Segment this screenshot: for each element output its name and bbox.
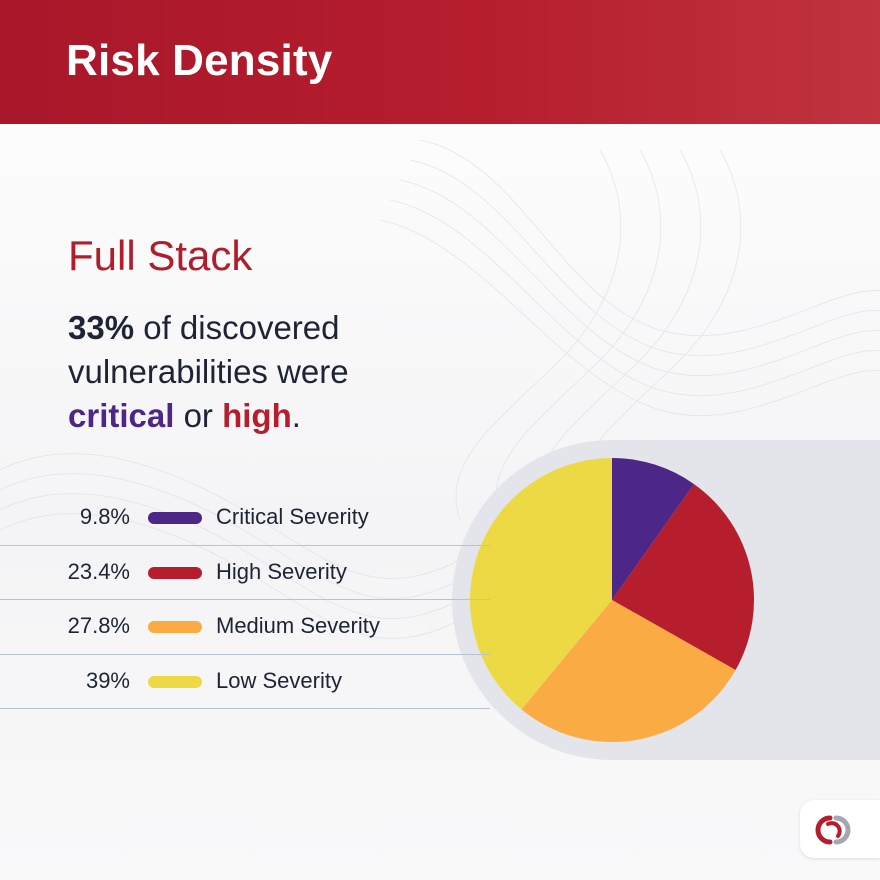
legend-value: 39% (85, 667, 130, 693)
legend-swatch (148, 512, 202, 524)
page-title: Risk Density (66, 36, 333, 85)
pie-slice-critical-severity (612, 458, 695, 600)
statement-period: . (291, 397, 301, 434)
chart-legend: 9.8% Critical Severity 23.4% High Severity 2… (0, 491, 490, 709)
legend-label: Low Severity (216, 667, 342, 693)
legend-label: High Severity (216, 558, 347, 584)
legend-value: 23.4% (67, 558, 130, 584)
pie-slice-medium-severity (521, 600, 736, 742)
section-subtitle: Full Stack (68, 232, 253, 279)
legend-swatch (148, 566, 202, 579)
pie-slice-high-severity (612, 484, 755, 670)
statement-connector: or (174, 397, 223, 434)
statement-line1-rest: of discovered (134, 309, 340, 346)
statement-critical-word: critical (68, 397, 175, 434)
legend-swatch (148, 621, 202, 633)
statement-highlight: 33% (68, 309, 135, 346)
severity-pie-chart (470, 458, 755, 742)
pie-slice-low-severity (470, 458, 612, 710)
key-statement: 33% of discovered vulnerabilities were c… (68, 306, 488, 438)
legend-row-medium-severity: 27.8% Medium Severity (0, 600, 490, 655)
statement-high-word: high (222, 397, 292, 434)
legend-row-low-severity: 39% Low Severity (0, 655, 490, 709)
legend-label: Critical Severity (216, 504, 369, 529)
legend-value: 9.8% (79, 504, 130, 529)
legend-value: 27.8% (67, 613, 130, 638)
legend-row-high-severity: 23.4% High Severity (0, 546, 490, 600)
legend-row-critical-severity: 9.8% Critical Severity (0, 491, 490, 546)
statement-line2: vulnerabilities were (68, 353, 349, 390)
brand-logo-icon (815, 815, 851, 845)
legend-label: Medium Severity (216, 613, 380, 638)
legend-swatch (148, 675, 202, 688)
header-banner: Risk Density (0, 0, 880, 124)
